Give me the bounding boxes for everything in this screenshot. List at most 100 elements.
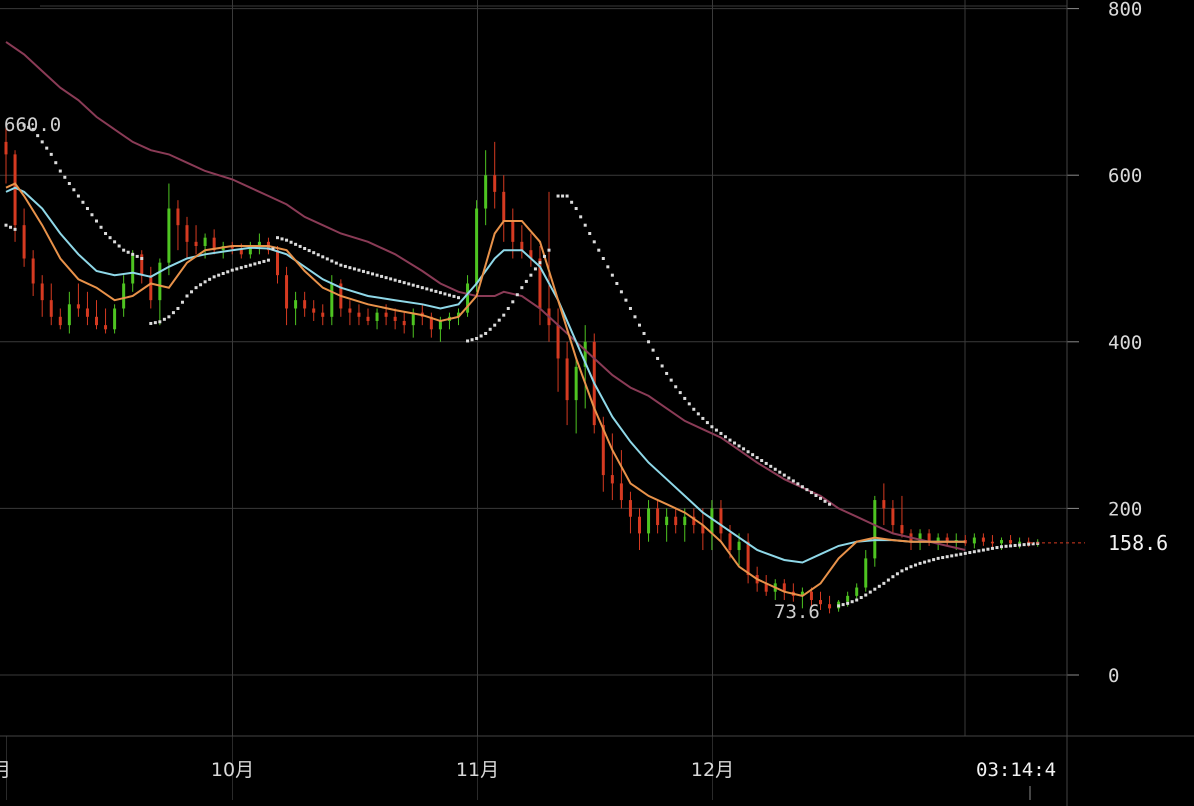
sar-dot [579,215,583,219]
sar-dot [950,554,954,558]
time-label: 03:14:4 [976,759,1056,781]
candle-body [918,533,922,542]
candle-body [656,508,660,526]
sar-dot [945,555,949,559]
sar-dot [628,306,632,310]
candle-body [230,246,234,249]
candle-body [800,591,804,596]
candle-body [104,325,108,330]
sar-dot [85,207,89,211]
sar-dot [104,232,108,236]
candle-body [809,591,813,601]
candle-body [167,208,171,263]
sar-dot [334,261,338,265]
sar-dot [588,232,592,236]
sar-dot [791,479,795,483]
candle-body [348,308,352,313]
candle-body [248,246,252,255]
sar-dot [343,264,347,268]
sar-dot [262,259,266,263]
sar-dot [361,269,365,273]
sar-dot [27,125,31,129]
sar-dot [366,271,370,275]
candle-body [185,225,189,242]
sar-dot [647,340,651,344]
sar-dot [95,219,98,223]
sar-dot [787,476,791,480]
sar-dot [782,473,786,477]
sar-dot [371,272,375,276]
sar-dot [619,290,623,294]
sar-dot [266,258,270,262]
candle-body [457,312,460,317]
sar-dot [565,194,569,198]
sar-dot [76,194,80,198]
sar-dot [153,321,157,325]
candle-body [583,341,587,367]
sar-dot [466,339,470,343]
sar-dot [674,385,678,389]
sar-dot [13,227,17,231]
candle-body [855,587,859,596]
candle-body [764,583,768,592]
sar-dot [149,321,153,325]
sar-dot [429,288,433,292]
candle-body [411,312,415,326]
sar-dot [49,152,53,156]
sar-dot [923,560,927,564]
sar-dot [484,331,488,335]
candle-body [746,541,750,576]
sar-dot [72,188,76,192]
sar-dot [1013,543,1017,547]
y-tick-label: 400 [1108,332,1142,354]
candle-body [538,258,542,309]
candle-body [484,175,488,209]
candle-body [393,316,397,321]
sar-dot [773,467,777,471]
candle-body [285,275,289,309]
y-tick-label: 200 [1108,498,1142,520]
sar-dot [443,292,447,296]
sar-dot [438,291,442,295]
sar-dot [778,470,782,474]
sar-dot [963,551,967,555]
candle-body [438,320,442,330]
sar-dot [99,225,103,229]
sar-dot [855,598,859,602]
sar-dot [891,575,895,579]
sar-dot [538,261,542,265]
sar-dot [932,558,936,562]
ma-short-line [5,182,966,597]
sar-dot [877,584,881,588]
sar-dot [307,249,311,253]
candle-body [1018,541,1022,544]
sar-dot [54,161,58,165]
sar-dot [393,278,397,282]
sar-dot [339,263,343,267]
candle-body [1000,540,1003,544]
sar-dot [515,293,519,297]
candle-body [95,316,98,326]
sar-dot [497,318,501,322]
sar-dot [968,551,972,555]
sar-dot [1009,544,1013,548]
candle-body [674,516,678,526]
sar-dot [434,289,438,293]
sar-dot [529,273,533,277]
candle-body [728,533,732,551]
candle-body [330,283,334,317]
candle-body [891,508,895,526]
sar-dot [638,323,641,327]
sar-dot [927,559,931,563]
candle-body [819,600,822,605]
sar-dot [511,300,515,304]
sar-dot [203,280,207,284]
sar-dot [416,284,420,288]
candle-body [158,262,162,301]
sar-dot [190,290,194,294]
candle-body [529,250,533,259]
sar-dot [547,248,551,252]
sar-dot [642,331,646,335]
sar-dot [316,253,320,257]
sar-dot [384,276,388,280]
